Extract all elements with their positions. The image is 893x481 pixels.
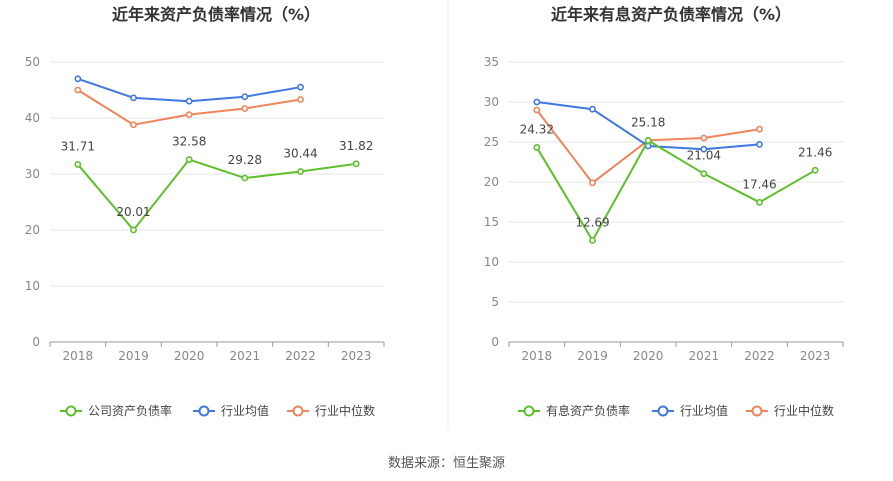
legend-marker — [198, 405, 210, 417]
data-point — [241, 174, 249, 182]
legend-item[interactable]: 行业均值 — [652, 403, 728, 418]
y-tick-label: 0 — [491, 335, 499, 349]
data-label: 24.32 — [520, 122, 554, 136]
legend-label: 有息资产负债率 — [546, 403, 630, 418]
y-tick-label: 10 — [25, 279, 40, 293]
legend-item[interactable]: 行业中位数 — [746, 403, 834, 418]
data-label: 25.18 — [631, 116, 665, 130]
legend-item[interactable]: 有息资产负债率 — [518, 403, 630, 418]
data-point — [241, 105, 249, 112]
data-label: 17.46 — [742, 177, 776, 191]
data-label: 12.69 — [575, 215, 609, 229]
data-point — [185, 97, 193, 105]
legend-marker — [657, 405, 669, 417]
legend-item[interactable]: 行业中位数 — [287, 403, 375, 418]
data-point — [130, 226, 137, 234]
data-point — [756, 198, 763, 206]
data-point — [700, 170, 708, 178]
data-point — [130, 121, 137, 129]
y-tick-label: 30 — [484, 95, 499, 109]
x-tick-label: 2023 — [341, 349, 372, 363]
data-label: 21.04 — [687, 149, 721, 163]
chart-1: 近年来资产负债率情况（%） 0 10 20 30 40 50 2018 2019 2020 2021… — [25, 5, 385, 418]
legend-marker — [65, 405, 77, 417]
y-tick-label: 30 — [25, 167, 40, 181]
series-line-1 — [77, 158, 357, 232]
data-point — [297, 168, 304, 175]
x-tick-label: 2021 — [689, 349, 720, 363]
series-line-3 — [77, 89, 301, 126]
legend-marker — [292, 405, 304, 417]
data-point — [811, 166, 819, 174]
x-tick-label: 2020 — [633, 349, 664, 363]
y-tick-label: 35 — [484, 55, 499, 69]
y-tick-label: 15 — [484, 215, 499, 229]
x-tick-label: 2021 — [230, 349, 261, 363]
data-point — [185, 111, 193, 119]
legend-label: 公司资产负债率 — [88, 403, 172, 418]
y-tick-label: 40 — [25, 111, 40, 125]
data-point — [589, 179, 596, 187]
x-tick-label: 2022 — [744, 349, 775, 363]
data-point — [241, 93, 249, 101]
data-point — [533, 106, 541, 114]
x-tick-label: 2018 — [522, 349, 553, 363]
data-point — [533, 98, 541, 106]
legend-label: 行业均值 — [221, 403, 269, 418]
x-tick-label: 2019 — [577, 349, 608, 363]
x-tick-label: 2022 — [285, 349, 316, 363]
series-line-1 — [535, 139, 816, 243]
legend-item[interactable]: 公司资产负债率 — [60, 403, 172, 418]
data-label: 31.82 — [339, 139, 373, 153]
data-point — [185, 156, 193, 163]
legend-item[interactable]: 行业均值 — [193, 403, 269, 418]
y-tick-label: 25 — [484, 135, 499, 149]
legend-marker — [751, 405, 763, 417]
legend-label: 行业中位数 — [315, 403, 375, 418]
legend-label: 行业均值 — [680, 403, 728, 418]
data-point — [700, 134, 708, 142]
x-tick-label: 2018 — [63, 349, 94, 363]
data-point — [756, 125, 763, 133]
chart-title: 近年来资产负债率情况（%） — [112, 5, 320, 24]
data-point — [352, 160, 360, 168]
data-label: 29.28 — [228, 153, 262, 167]
y-tick-label: 5 — [491, 295, 499, 309]
data-point — [297, 83, 304, 91]
data-point — [533, 144, 541, 151]
chart-title: 近年来有息资产负债率情况（%） — [551, 5, 791, 24]
y-tick-label: 10 — [484, 255, 499, 269]
data-label: 21.46 — [798, 145, 832, 159]
data-label: 30.44 — [283, 147, 317, 161]
data-point — [589, 237, 596, 244]
y-tick-label: 50 — [25, 55, 40, 69]
data-point — [74, 161, 82, 168]
data-label: 31.71 — [61, 139, 95, 153]
chart-2: 近年来有息资产负债率情况（%） 0 5 10 15 20 25 30 35 2018 2019 202… — [484, 5, 844, 418]
data-point — [74, 75, 82, 83]
data-point — [297, 96, 304, 103]
data-label: 20.01 — [116, 205, 150, 219]
x-tick-label: 2020 — [174, 349, 205, 363]
legend-marker — [523, 405, 535, 417]
source-note: 数据来源：恒生聚源 — [387, 456, 505, 471]
x-tick-label: 2019 — [118, 349, 149, 363]
data-point — [130, 94, 137, 102]
y-tick-label: 20 — [484, 175, 499, 189]
data-point — [589, 105, 596, 113]
legend-label: 行业中位数 — [774, 403, 834, 418]
data-point — [644, 137, 652, 144]
y-tick-label: 20 — [25, 223, 40, 237]
data-label: 32.58 — [172, 135, 206, 149]
x-tick-label: 2023 — [800, 349, 831, 363]
data-point — [756, 140, 763, 148]
data-point — [74, 86, 82, 94]
y-tick-label: 0 — [32, 335, 40, 349]
data-point — [700, 145, 708, 153]
